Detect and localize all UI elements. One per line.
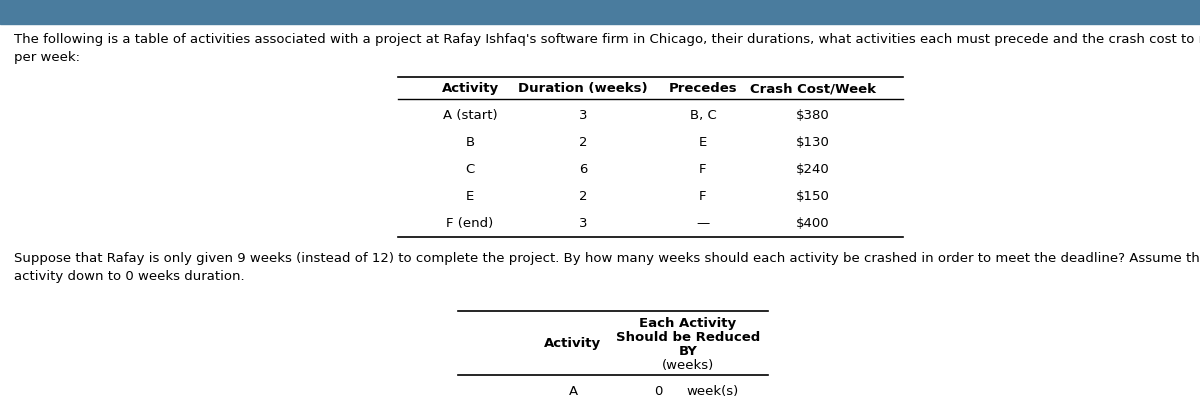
- Text: Should be Reduced: Should be Reduced: [616, 330, 760, 343]
- Text: A (start): A (start): [443, 109, 497, 122]
- Text: B, C: B, C: [690, 109, 716, 122]
- Text: $130: $130: [796, 136, 830, 149]
- Text: Duration (weeks): Duration (weeks): [518, 82, 648, 95]
- Text: Activity: Activity: [545, 337, 601, 350]
- Text: F (end): F (end): [446, 217, 493, 229]
- Text: C: C: [466, 162, 475, 176]
- Text: —: —: [696, 217, 709, 229]
- Text: 0: 0: [654, 385, 662, 397]
- Text: $400: $400: [796, 217, 830, 229]
- Text: 6: 6: [578, 162, 587, 176]
- Text: 3: 3: [578, 109, 587, 122]
- Text: 2: 2: [578, 136, 587, 149]
- Text: Suppose that Rafay is only given 9 weeks (instead of 12) to complete the project: Suppose that Rafay is only given 9 weeks…: [14, 251, 1200, 282]
- Text: 3: 3: [578, 217, 587, 229]
- Text: $380: $380: [796, 109, 830, 122]
- Text: E: E: [466, 190, 474, 203]
- Text: (weeks): (weeks): [662, 358, 714, 371]
- Text: Each Activity: Each Activity: [640, 316, 737, 329]
- Text: $150: $150: [796, 190, 830, 203]
- Text: The following is a table of activities associated with a project at Rafay Ishfaq: The following is a table of activities a…: [14, 33, 1200, 64]
- Text: $240: $240: [796, 162, 830, 176]
- Text: week(s): week(s): [686, 385, 738, 397]
- Text: Precedes: Precedes: [668, 82, 737, 95]
- Text: B: B: [466, 136, 474, 149]
- Text: BY: BY: [678, 344, 697, 357]
- Text: E: E: [698, 136, 707, 149]
- Text: Crash Cost/Week: Crash Cost/Week: [750, 82, 876, 95]
- Text: F: F: [700, 162, 707, 176]
- Text: F: F: [700, 190, 707, 203]
- Text: 2: 2: [578, 190, 587, 203]
- Bar: [0, 0, 1200, 25]
- Text: A: A: [569, 385, 577, 397]
- Text: Activity: Activity: [442, 82, 498, 95]
